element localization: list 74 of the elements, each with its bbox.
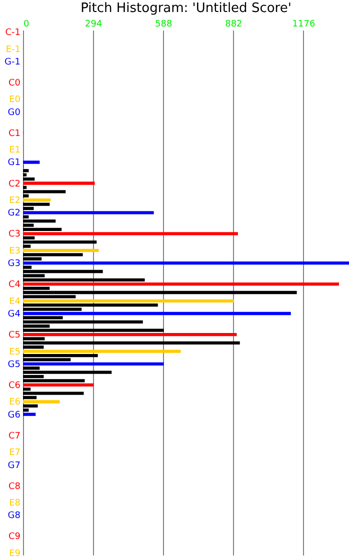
y-tick-label: E7	[9, 448, 20, 458]
bar	[23, 270, 103, 274]
x-tick-label: 1176	[292, 20, 316, 30]
bar	[23, 202, 50, 206]
y-tick-label: E9	[9, 549, 21, 558]
y-tick-label: G3	[8, 259, 20, 270]
bar	[23, 370, 112, 374]
y-tick-label: E1	[9, 146, 20, 156]
y-tick-label: G6	[8, 410, 21, 420]
bar	[23, 169, 29, 172]
y-tick-label: G2	[8, 208, 20, 219]
y-tick-label: G0	[8, 108, 21, 118]
y-tick-label: C3	[8, 230, 20, 240]
bar	[23, 320, 143, 324]
y-tick-label: C1	[8, 128, 20, 139]
y-tick-label: C6	[8, 380, 21, 391]
y-tick-label: C7	[8, 431, 20, 442]
bar	[23, 350, 181, 353]
y-tick-label: C8	[8, 482, 21, 492]
bar	[23, 379, 85, 382]
bar	[23, 412, 36, 416]
x-tick-label: 0	[24, 20, 30, 30]
bar	[23, 328, 164, 332]
bar	[23, 383, 94, 387]
y-tick-label: G7	[8, 460, 20, 471]
y-tick-label: C5	[8, 330, 20, 341]
bar	[23, 253, 83, 256]
bar	[23, 392, 84, 395]
bar	[23, 190, 66, 194]
y-tick-label: G8	[8, 511, 21, 522]
y-tick-label: C9	[8, 532, 21, 542]
bar	[23, 299, 234, 302]
bar	[23, 219, 56, 223]
y-tick-label: G5	[8, 360, 20, 370]
x-tick-label: 882	[225, 20, 242, 30]
y-tick-label: G4	[8, 310, 21, 320]
bar	[23, 240, 97, 244]
y-tick-label: C-1	[5, 28, 20, 38]
y-tick-label: C0	[8, 78, 21, 88]
y-tick-label: E5	[9, 347, 20, 358]
bar	[23, 341, 240, 344]
y-tick-label: G1	[8, 158, 20, 168]
bar	[23, 262, 349, 265]
bar	[23, 160, 40, 164]
bar	[23, 362, 164, 366]
bar	[23, 312, 291, 316]
y-tick-label: C4	[8, 280, 21, 290]
y-tick-label: E3	[9, 246, 20, 256]
bar	[23, 404, 38, 408]
x-tick-label: 588	[155, 20, 172, 30]
bar	[23, 232, 238, 236]
y-tick-label: G-1	[4, 57, 20, 68]
bar	[23, 400, 60, 404]
bar	[23, 248, 99, 252]
y-tick-label: E-1	[6, 44, 20, 55]
y-tick-label: E4	[9, 296, 21, 307]
y-tick-label: E6	[9, 398, 21, 408]
y-tick-label: C2	[8, 179, 20, 190]
bar	[23, 211, 154, 214]
bar	[23, 332, 237, 336]
bar	[23, 290, 297, 294]
bar	[23, 278, 145, 282]
bar	[23, 182, 95, 185]
bar	[23, 354, 98, 358]
bar	[23, 282, 339, 286]
y-tick-label: E8	[9, 498, 21, 509]
bar	[23, 198, 51, 202]
x-tick-label: 294	[84, 20, 102, 30]
y-tick-label: E0	[9, 95, 21, 106]
bar	[23, 304, 158, 307]
chart-title: Pitch Histogram: 'Untitled Score'	[80, 1, 292, 16]
y-tick-label: E2	[9, 196, 20, 206]
bar	[23, 177, 35, 181]
bar	[23, 228, 62, 232]
